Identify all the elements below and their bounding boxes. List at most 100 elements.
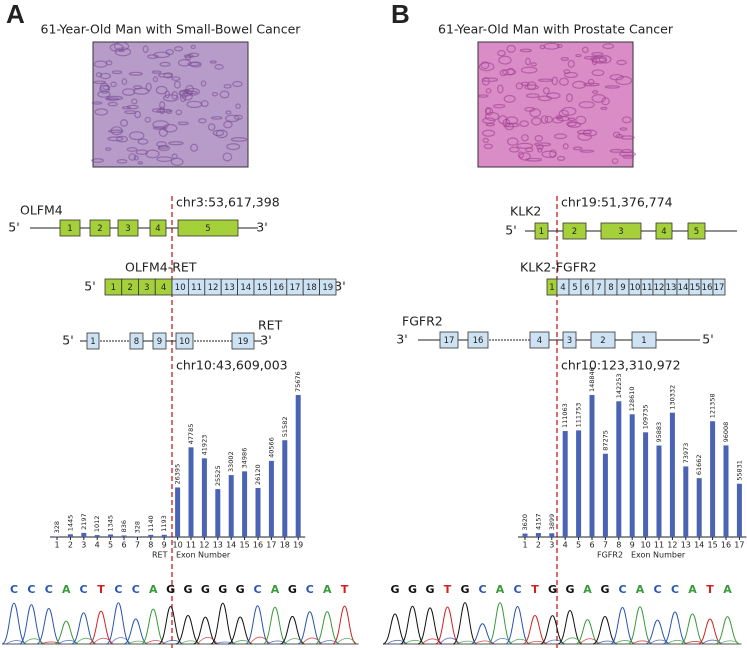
- tissue-texture: [493, 104, 506, 109]
- tissue-texture: [120, 119, 129, 127]
- trace-peak: [227, 616, 253, 645]
- exon: [89, 219, 111, 237]
- tissue-texture: [575, 53, 582, 58]
- exon-number: 9: [157, 337, 162, 347]
- tissue-texture: [534, 142, 552, 147]
- tissue-texture: [159, 106, 165, 115]
- base-call: G: [288, 583, 297, 596]
- base-call: A: [636, 583, 645, 596]
- bar: [108, 534, 114, 537]
- tissue-texture: [157, 145, 169, 149]
- tissue-texture: [600, 106, 608, 110]
- tissue-texture: [121, 106, 131, 110]
- bar: [268, 460, 274, 537]
- exon-number: 5: [205, 224, 210, 234]
- tissue-texture: [485, 88, 492, 94]
- base-call: A: [723, 583, 732, 596]
- tissue-texture: [562, 143, 569, 150]
- tissue-texture: [531, 117, 542, 126]
- exon-number: 3: [125, 224, 130, 234]
- tissue-texture: [94, 108, 109, 116]
- trace-peak: [158, 605, 183, 645]
- tissue-texture: [107, 136, 124, 142]
- tissue-texture: [530, 62, 537, 67]
- tissue-texture: [152, 120, 169, 129]
- value-label: 25525: [214, 465, 222, 486]
- tissue-texture: [583, 55, 600, 60]
- base-call: G: [201, 583, 210, 596]
- tissue-texture: [110, 126, 123, 136]
- tissue-texture: [521, 134, 529, 142]
- value-label: 109735: [642, 404, 650, 429]
- exon-number: 3: [567, 336, 572, 346]
- tissue-texture: [224, 114, 240, 123]
- trace-peak: [627, 606, 653, 645]
- tissue-texture: [179, 93, 187, 103]
- trace-peak: [575, 619, 600, 645]
- x-tick-label: 8: [148, 541, 153, 550]
- bar: [723, 445, 729, 537]
- trace-peak: [680, 613, 705, 645]
- x-tick-label: 19: [293, 541, 303, 550]
- x-tick-label: 7: [603, 541, 608, 550]
- x-tick-label: 15: [240, 541, 250, 550]
- tissue-texture: [110, 81, 117, 88]
- x-tick-label: 10: [173, 541, 183, 550]
- exon-number: 19: [322, 283, 333, 293]
- tissue-texture: [230, 137, 248, 142]
- x-tick-label: 16: [721, 541, 731, 550]
- tissue-texture: [567, 59, 575, 68]
- value-label: 1345: [107, 515, 115, 532]
- base-call: A: [323, 583, 332, 596]
- tissue-texture: [503, 122, 520, 128]
- exon-number: 19: [238, 337, 249, 347]
- trace-peak: [505, 605, 530, 645]
- exon: [152, 332, 167, 350]
- trace-noise: [249, 636, 270, 645]
- tissue-texture: [99, 72, 111, 80]
- genomic-coordinate: chr10:43,609,003: [176, 358, 288, 373]
- tissue-texture: [519, 48, 532, 53]
- tissue-texture: [556, 155, 566, 162]
- tissue-texture: [516, 142, 534, 149]
- tissue-texture: [560, 57, 569, 61]
- base-call: G: [166, 583, 175, 596]
- value-label: 34986: [241, 448, 249, 469]
- tissue-texture: [190, 44, 196, 50]
- exon-number: 10: [179, 337, 190, 347]
- tissue-texture: [497, 84, 504, 94]
- tissue-texture: [133, 87, 150, 95]
- tissue-texture: [168, 141, 184, 146]
- strand-end: 5': [84, 279, 95, 294]
- exon-number: 13: [224, 283, 235, 293]
- tissue-texture: [529, 108, 541, 118]
- trace-noise: [719, 640, 740, 645]
- base-call: C: [80, 583, 88, 596]
- tissue-texture: [482, 137, 489, 143]
- exon-number: 4: [661, 227, 666, 237]
- exon: [534, 222, 549, 240]
- base-call: A: [271, 583, 280, 596]
- trace-peak: [557, 610, 583, 645]
- tissue-texture: [177, 59, 192, 67]
- tissue-texture: [210, 116, 223, 120]
- tissue-texture: [121, 78, 128, 85]
- base-call: T: [531, 583, 539, 596]
- tissue-texture: [232, 80, 243, 88]
- tissue-texture: [152, 76, 159, 83]
- exon: [175, 332, 194, 350]
- trace-peak: [417, 607, 443, 645]
- base-call: A: [583, 583, 592, 596]
- base-call: A: [149, 583, 158, 596]
- value-label: 26120: [254, 464, 262, 485]
- base-call: C: [653, 583, 661, 596]
- trace-noise: [666, 639, 688, 645]
- value-label: 130332: [668, 385, 676, 410]
- tissue-texture: [223, 120, 233, 129]
- tissue-texture: [519, 120, 529, 128]
- tissue-texture: [222, 152, 233, 162]
- trace-peak: [193, 616, 218, 645]
- base-call: A: [496, 583, 505, 596]
- x-tick-label: 15: [708, 541, 718, 550]
- exon: [86, 332, 100, 350]
